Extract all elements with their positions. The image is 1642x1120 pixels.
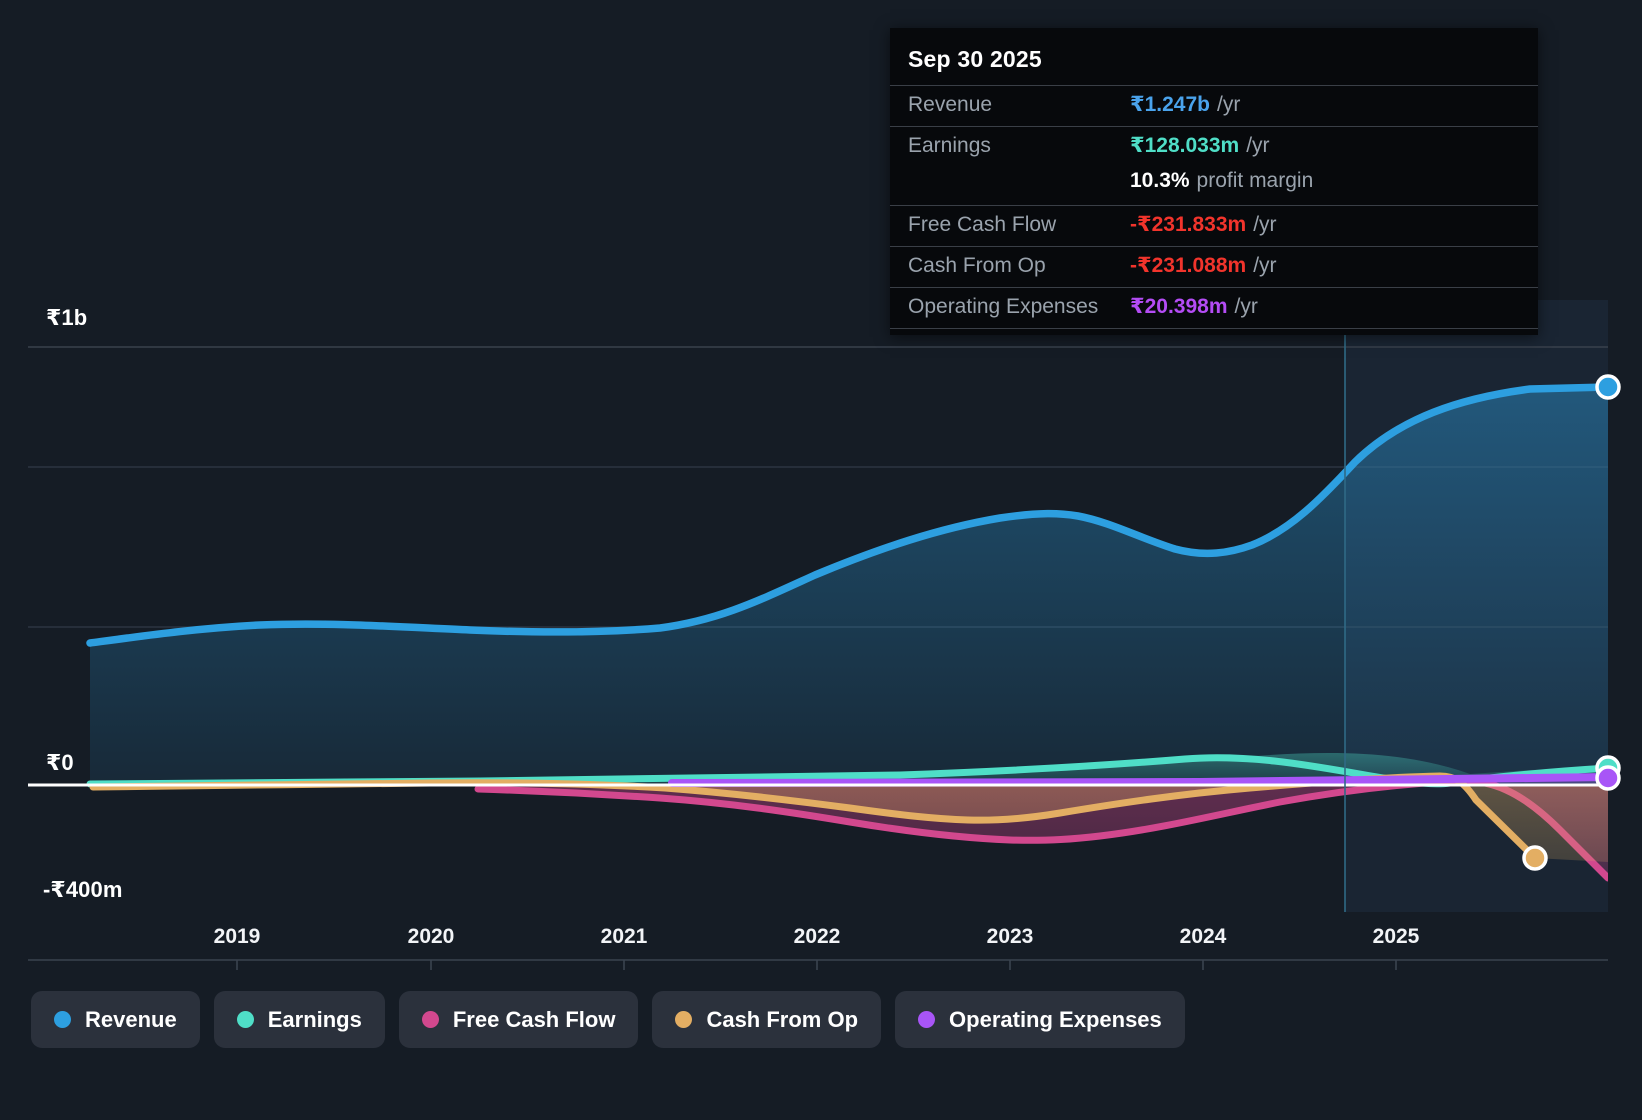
x-axis-label-2024: 2024 [1179, 925, 1227, 948]
legend-label-revenue: Revenue [85, 1006, 177, 1032]
tooltip-row-earnings: Earnings ₹128.033m /yr [890, 126, 1538, 167]
legend-item-revenue[interactable]: Revenue [31, 991, 200, 1048]
tooltip-row-revenue: Revenue ₹1.247b /yr [890, 85, 1538, 126]
legend-item-earnings[interactable]: Earnings [213, 991, 385, 1048]
tooltip-key-operating-expenses: Operating Expenses [908, 295, 1099, 318]
y-axis-label-top: ₹1b [46, 305, 88, 330]
tooltip-value-operating-expenses: ₹20.398m [1130, 295, 1228, 318]
x-axis-label-2022: 2022 [793, 925, 841, 948]
legend-item-free-cash-flow[interactable]: Free Cash Flow [398, 991, 639, 1048]
chart-tooltip: Sep 30 2025 Revenue ₹1.247b /yr Earnings… [890, 28, 1538, 335]
tooltip-value-earnings: ₹128.033m [1130, 134, 1240, 157]
x-axis-ticks [236, 960, 1397, 970]
tooltip-key-free-cash-flow: Free Cash Flow [908, 213, 1057, 236]
y-axis-label-zero: ₹0 [46, 750, 74, 775]
y-axis-label-bottom: -₹400m [43, 877, 123, 902]
legend-label-cash-from-op: Cash From Op [706, 1006, 859, 1032]
legend-dot-cash-from-op-icon [675, 1011, 693, 1028]
tooltip-unit-operating-expenses: /yr [1234, 295, 1258, 318]
tooltip-row-profit-margin: 10.3% profit margin [890, 167, 1538, 205]
tooltip-value-profit-margin: 10.3% [1130, 169, 1190, 192]
tooltip-value-free-cash-flow: -₹231.833m [1130, 213, 1247, 236]
legend-dot-free-cash-flow-icon [421, 1011, 439, 1028]
endpoint-cash-from-op [1522, 845, 1548, 871]
tooltip-value-cash-from-op: -₹231.088m [1130, 254, 1247, 277]
x-axis-label-2025: 2025 [1372, 925, 1420, 948]
tooltip-unit-free-cash-flow: /yr [1253, 213, 1277, 236]
tooltip-key-cash-from-op: Cash From Op [908, 254, 1046, 277]
tooltip-unit-revenue: /yr [1217, 93, 1241, 116]
tooltip-row-free-cash-flow: Free Cash Flow -₹231.833m /yr [890, 205, 1538, 246]
endpoint-markers [1522, 374, 1621, 871]
tooltip-row-operating-expenses: Operating Expenses ₹20.398m /yr [890, 287, 1538, 329]
operating-expenses-line [668, 773, 1608, 787]
legend-dot-operating-expenses-icon [918, 1011, 936, 1028]
revenue-area [90, 387, 1608, 785]
endpoint-revenue [1595, 374, 1621, 400]
x-axis-label-2020: 2020 [407, 925, 455, 948]
tooltip-unit-earnings: /yr [1246, 134, 1270, 157]
tooltip-row-cash-from-op: Cash From Op -₹231.088m /yr [890, 246, 1538, 287]
endpoint-operating-expenses [1595, 765, 1621, 791]
legend-label-operating-expenses: Operating Expenses [949, 1006, 1162, 1032]
legend-label-free-cash-flow: Free Cash Flow [452, 1006, 616, 1032]
legend-item-cash-from-op[interactable]: Cash From Op [652, 991, 882, 1048]
tooltip-date: Sep 30 2025 [908, 46, 1042, 72]
tooltip-key-revenue: Revenue [908, 93, 993, 116]
tooltip-key-earnings: Earnings [908, 134, 991, 157]
revenue-line [86, 383, 1608, 647]
legend-dot-earnings-icon [236, 1011, 254, 1028]
tooltip-value-revenue: ₹1.247b [1130, 93, 1210, 116]
tooltip-unit-profit-margin: profit margin [1196, 169, 1314, 192]
legend-item-operating-expenses[interactable]: Operating Expenses [895, 991, 1185, 1048]
chart-legend: Revenue Earnings Free Cash Flow Cash Fro… [31, 991, 1185, 1048]
legend-dot-revenue-icon [54, 1011, 71, 1028]
tooltip-unit-cash-from-op: /yr [1253, 254, 1277, 277]
legend-label-earnings: Earnings [267, 1006, 362, 1032]
x-axis-label-2023: 2023 [986, 925, 1034, 948]
x-axis-label-2021: 2021 [600, 925, 648, 948]
x-axis-label-2019: 2019 [213, 925, 261, 948]
